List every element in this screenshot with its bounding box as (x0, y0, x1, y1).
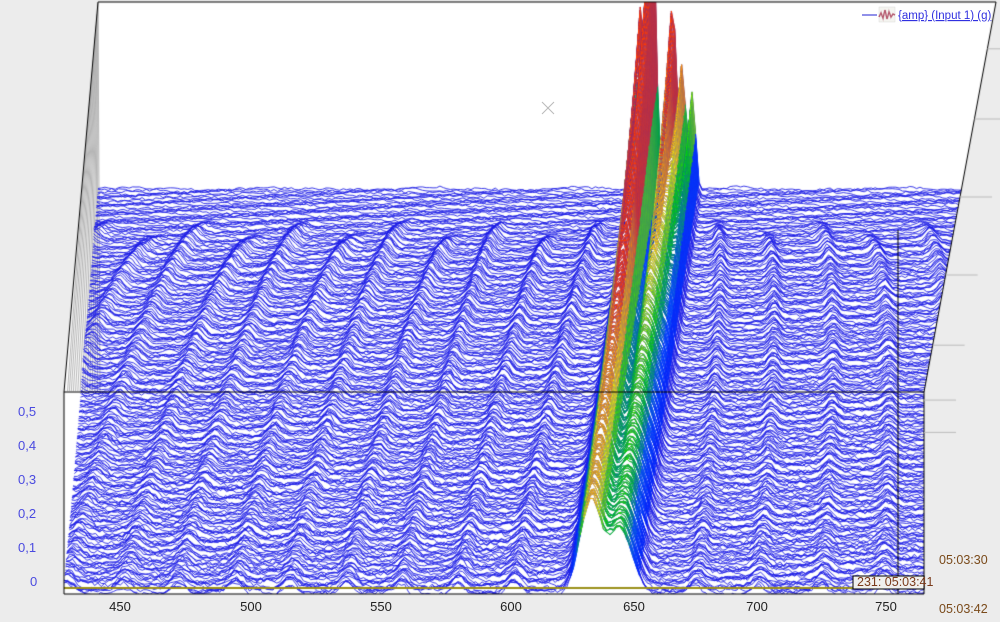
svg-text:0: 0 (30, 574, 37, 589)
svg-text:05:03:30: 05:03:30 (939, 553, 988, 567)
svg-text:231: 05:03:41: 231: 05:03:41 (857, 575, 934, 589)
svg-text:650: 650 (623, 599, 645, 614)
svg-text:0,5: 0,5 (18, 404, 36, 419)
svg-text:{amp} (Input 1) (g): {amp} (Input 1) (g) (898, 10, 991, 22)
svg-text:0,1: 0,1 (18, 540, 36, 555)
svg-text:500: 500 (240, 599, 262, 614)
svg-text:0,4: 0,4 (18, 438, 36, 453)
svg-text:750: 750 (875, 599, 897, 614)
svg-text:700: 700 (746, 599, 768, 614)
svg-text:05:03:42: 05:03:42 (939, 602, 988, 616)
svg-text:0,2: 0,2 (18, 506, 36, 521)
svg-text:450: 450 (109, 599, 131, 614)
svg-text:600: 600 (500, 599, 522, 614)
svg-text:550: 550 (370, 599, 392, 614)
svg-text:0,3: 0,3 (18, 472, 36, 487)
